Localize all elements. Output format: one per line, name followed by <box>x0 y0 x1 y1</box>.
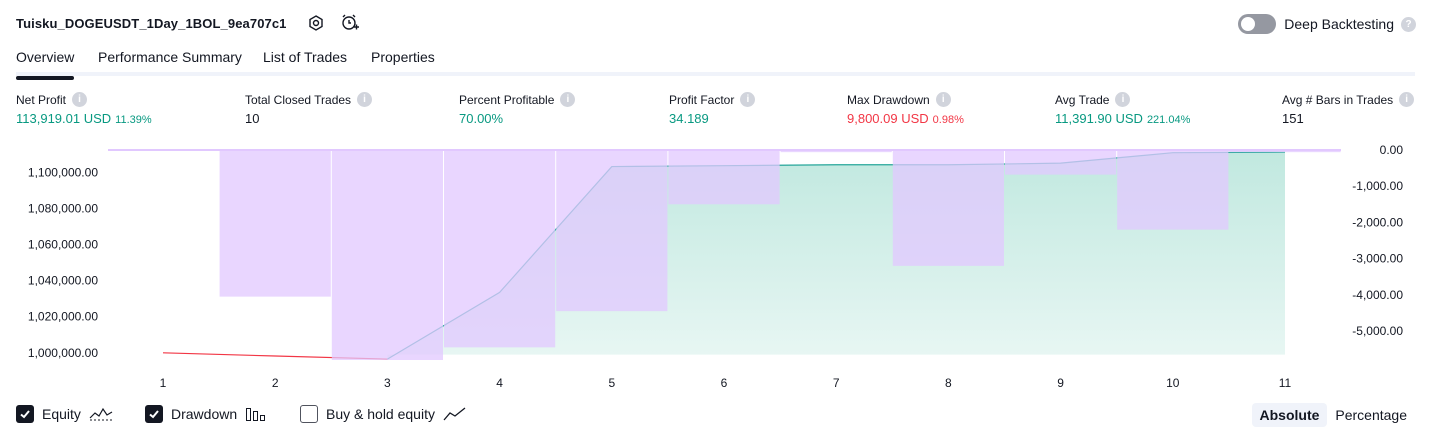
drawdown-bar <box>1117 150 1229 230</box>
x-axis-tick: 3 <box>384 376 391 390</box>
equity-toggle[interactable]: Equity <box>16 403 113 425</box>
drawdown-bar <box>219 150 331 297</box>
metric-max-drawdown: Max Drawdown i 9,800.09 USD 0.98% <box>847 92 964 126</box>
metric-label: Avg Trade <box>1055 92 1110 107</box>
metric-label: Max Drawdown <box>847 92 930 107</box>
deep-backtesting-control: Deep Backtesting ? <box>1238 13 1416 35</box>
right-axis-tick: -2,000.00 <box>1352 215 1403 229</box>
metric-label: Avg # Bars in Trades <box>1282 92 1394 107</box>
info-icon[interactable]: i <box>72 92 88 107</box>
metrics-row: Net Profit i 113,919.01 USD 11.39% Total C… <box>16 92 1416 132</box>
drawdown-bar <box>668 150 780 205</box>
deep-backtesting-toggle[interactable] <box>1238 14 1277 34</box>
metric-avg-trade: Avg Trade i 11,391.90 USD 221.04% <box>1055 92 1190 126</box>
help-icon[interactable]: ? <box>1401 16 1416 32</box>
left-axis-tick: 1,000,000.00 <box>28 346 98 360</box>
tab-performance-summary[interactable]: Performance Summary <box>98 49 242 65</box>
right-axis-tick: -3,000.00 <box>1352 252 1403 266</box>
left-axis-tick: 1,060,000.00 <box>28 238 98 252</box>
metric-percent: 0.98% <box>932 114 964 126</box>
info-icon[interactable]: i <box>1399 92 1415 107</box>
tab-properties[interactable]: Properties <box>371 49 435 65</box>
deep-backtesting-label: Deep Backtesting <box>1284 16 1394 32</box>
absolute-button[interactable]: Absolute <box>1251 403 1328 427</box>
drawdown-toggle[interactable]: Drawdown <box>145 403 267 425</box>
x-axis-tick: 10 <box>1166 376 1180 390</box>
settings-gear-icon[interactable] <box>306 13 326 33</box>
drawdown-bar <box>1229 150 1341 153</box>
metric-percent: 221.04% <box>1146 114 1191 126</box>
drawdown-bar <box>1005 150 1117 175</box>
strategy-header: Tuisku_DOGEUSDT_1Day_1BOL_9ea707c1 Deep … <box>16 0 1416 46</box>
x-axis-tick: 5 <box>608 376 615 390</box>
metric-total-closed-trades: Total Closed Trades i 10 <box>245 92 373 126</box>
percentage-button[interactable]: Percentage <box>1335 407 1407 423</box>
left-axis-tick: 1,080,000.00 <box>28 202 98 216</box>
buy-hold-label: Buy & hold equity <box>326 406 435 422</box>
drawdown-bar <box>892 150 1004 266</box>
x-axis-tick: 9 <box>1057 376 1064 390</box>
metric-label: Percent Profitable <box>459 92 555 107</box>
checkbox-unchecked[interactable] <box>300 405 318 423</box>
tab-overview[interactable]: Overview <box>16 49 75 80</box>
left-axis-tick: 1,100,000.00 <box>28 166 98 180</box>
drawdown-bar <box>780 150 892 153</box>
x-axis-tick: 8 <box>945 376 952 390</box>
x-axis-tick: 4 <box>496 376 503 390</box>
checkbox-checked[interactable] <box>16 405 34 423</box>
drawdown-bars-icon <box>245 406 267 422</box>
right-axis-tick: -4,000.00 <box>1352 288 1403 302</box>
metric-value: 151 <box>1282 111 1304 126</box>
x-axis-tick: 2 <box>272 376 279 390</box>
drawdown-bar <box>556 150 668 312</box>
metric-value: 34.189 <box>669 111 709 126</box>
right-axis-tick: -5,000.00 <box>1352 324 1403 338</box>
metric-value: 9,800.09 USD <box>847 111 929 126</box>
right-axis-tick: 0.00 <box>1380 143 1404 157</box>
drawdown-bar <box>444 150 556 348</box>
left-axis-tick: 1,040,000.00 <box>28 274 98 288</box>
drawdown-label: Drawdown <box>171 406 238 422</box>
info-icon[interactable]: i <box>1115 92 1131 107</box>
metric-avg-bars-in-trades: Avg # Bars in Trades i 151 <box>1282 92 1415 126</box>
info-icon[interactable]: i <box>740 92 756 107</box>
metric-profit-factor: Profit Factor i 34.189 <box>669 92 756 126</box>
chart-legend-bar: Equity Drawdown Buy & hold equity Absolu… <box>16 403 1415 427</box>
left-axis-tick: 1,020,000.00 <box>28 310 98 324</box>
drawdown-bar <box>331 150 443 360</box>
report-tabs: Overview Performance Summary List of Tra… <box>16 46 1415 80</box>
checkbox-checked[interactable] <box>145 405 163 423</box>
equity-label: Equity <box>42 406 81 422</box>
info-icon[interactable]: i <box>935 92 951 107</box>
metric-percent: 11.39% <box>115 114 152 126</box>
metric-value: 11,391.90 USD <box>1055 111 1143 126</box>
metric-value: 10 <box>245 111 260 126</box>
info-icon[interactable]: i <box>560 92 576 107</box>
metric-label: Net Profit <box>16 92 67 107</box>
right-axis-tick: -1,000.00 <box>1352 179 1403 193</box>
equity-drawdown-chart: 1,100,000.00 1,080,000.00 1,060,000.00 1,04… <box>28 143 1404 390</box>
info-icon[interactable]: i <box>357 92 373 107</box>
x-axis-tick: 7 <box>833 376 840 390</box>
metric-label: Profit Factor <box>669 92 735 107</box>
equity-line-icon <box>89 406 113 422</box>
strategy-title: Tuisku_DOGEUSDT_1Day_1BOL_9ea707c1 <box>16 16 287 31</box>
buy-hold-equity-toggle[interactable]: Buy & hold equity <box>300 403 467 425</box>
x-axis-tick: 1 <box>160 376 167 390</box>
tab-list-of-trades[interactable]: List of Trades <box>263 49 348 65</box>
metric-value: 113,919.01 USD <box>16 111 112 126</box>
x-axis-tick: 11 <box>1279 376 1292 390</box>
metric-percent-profitable: Percent Profitable i 70.00% <box>459 92 576 126</box>
metric-net-profit: Net Profit i 113,919.01 USD 11.39% <box>16 92 152 126</box>
metric-label: Total Closed Trades <box>245 92 352 107</box>
scale-mode-switch: Absolute Percentage <box>1251 403 1416 427</box>
metric-value: 70.00% <box>459 111 504 126</box>
x-axis-tick: 6 <box>721 376 728 390</box>
add-alert-clock-icon[interactable] <box>340 13 360 33</box>
buy-hold-line-icon <box>443 406 467 422</box>
